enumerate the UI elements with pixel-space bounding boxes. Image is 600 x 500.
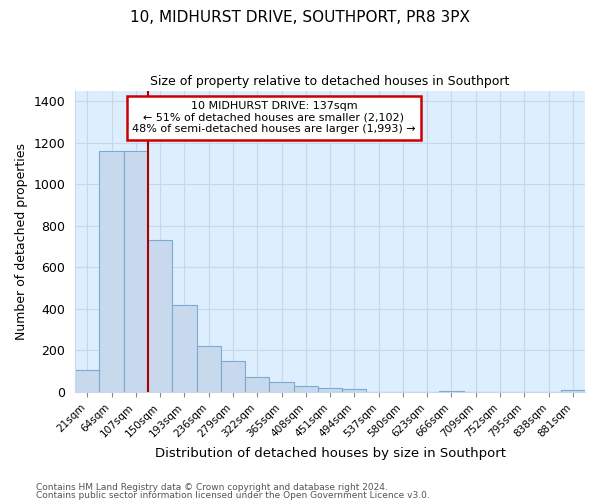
Bar <box>75 370 100 392</box>
Bar <box>561 390 585 392</box>
Text: 10 MIDHURST DRIVE: 137sqm  
← 51% of detached houses are smaller (2,102)
48% of : 10 MIDHURST DRIVE: 137sqm ← 51% of detac… <box>132 101 416 134</box>
Text: 10, MIDHURST DRIVE, SOUTHPORT, PR8 3PX: 10, MIDHURST DRIVE, SOUTHPORT, PR8 3PX <box>130 10 470 25</box>
Bar <box>245 377 269 392</box>
Bar <box>100 151 124 392</box>
Bar <box>318 388 342 392</box>
Bar <box>197 346 221 392</box>
Title: Size of property relative to detached houses in Southport: Size of property relative to detached ho… <box>151 75 510 88</box>
Bar <box>269 382 293 392</box>
Bar <box>124 151 148 392</box>
Text: Contains HM Land Registry data © Crown copyright and database right 2024.: Contains HM Land Registry data © Crown c… <box>36 484 388 492</box>
X-axis label: Distribution of detached houses by size in Southport: Distribution of detached houses by size … <box>155 447 506 460</box>
Bar <box>293 386 318 392</box>
Bar <box>221 361 245 392</box>
Bar <box>439 391 464 392</box>
Bar <box>172 304 197 392</box>
Text: Contains public sector information licensed under the Open Government Licence v3: Contains public sector information licen… <box>36 491 430 500</box>
Y-axis label: Number of detached properties: Number of detached properties <box>15 143 28 340</box>
Bar <box>342 389 367 392</box>
Bar <box>148 240 172 392</box>
